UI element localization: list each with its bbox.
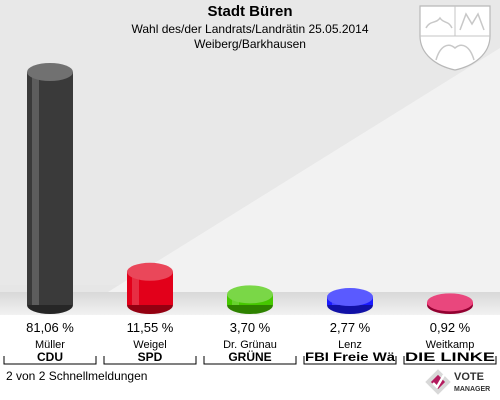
- chart-lower-band: [0, 315, 500, 400]
- bar-top: [27, 63, 73, 81]
- bar-3: [227, 285, 273, 314]
- party-bracket: [203, 356, 297, 365]
- bar-top: [427, 293, 473, 312]
- chart-title: Stadt Büren: [207, 3, 293, 20]
- value-label: 11,55 %: [127, 320, 174, 335]
- party-bracket: [303, 356, 397, 365]
- value-label: 81,06 %: [26, 320, 74, 335]
- party-label: CDU: [37, 350, 63, 364]
- bar-4: [327, 288, 373, 314]
- candidate-name: Weigel: [133, 339, 166, 351]
- nrw-coat-of-arms-icon: [419, 5, 491, 71]
- bar-2: [127, 262, 173, 314]
- party-label: DIE LINKE: [405, 350, 495, 364]
- party-bracket: [403, 356, 497, 365]
- party-bracket: [103, 356, 197, 365]
- candidate-name: Lenz: [338, 339, 362, 351]
- value-label: 2,77 %: [330, 320, 371, 335]
- chart-light-panel: [108, 48, 500, 292]
- party-label: SPD: [138, 350, 163, 364]
- bar-5: [427, 293, 473, 314]
- logo-text-vote: VOTE: [454, 371, 484, 383]
- party-label: GRÜNE: [228, 349, 271, 364]
- candidate-name: Weitkamp: [426, 339, 475, 351]
- candidate-name: Müller: [35, 339, 65, 351]
- bar-highlight: [32, 72, 39, 305]
- status-text: 2 von 2 Schnellmeldungen: [6, 369, 148, 383]
- bar-top: [327, 288, 373, 307]
- party-bracket: [3, 356, 97, 365]
- party-label: FBI Freie Wä: [305, 350, 395, 364]
- bar-top: [127, 262, 173, 281]
- value-label: 3,70 %: [230, 320, 271, 335]
- votemanager-logo-icon: VOTE MANAGER: [425, 369, 490, 395]
- value-label: 0,92 %: [430, 320, 471, 335]
- bar-1: [27, 63, 73, 314]
- district-name: Weiberg/Barkhausen: [194, 37, 306, 51]
- candidate-name: Dr. Grünau: [223, 339, 277, 351]
- bar-highlight: [132, 271, 139, 305]
- chart-subtitle: Wahl des/der Landrats/Landrätin 25.05.20…: [131, 22, 369, 36]
- bar-top: [227, 285, 273, 304]
- logo-text-manager: MANAGER: [454, 386, 490, 393]
